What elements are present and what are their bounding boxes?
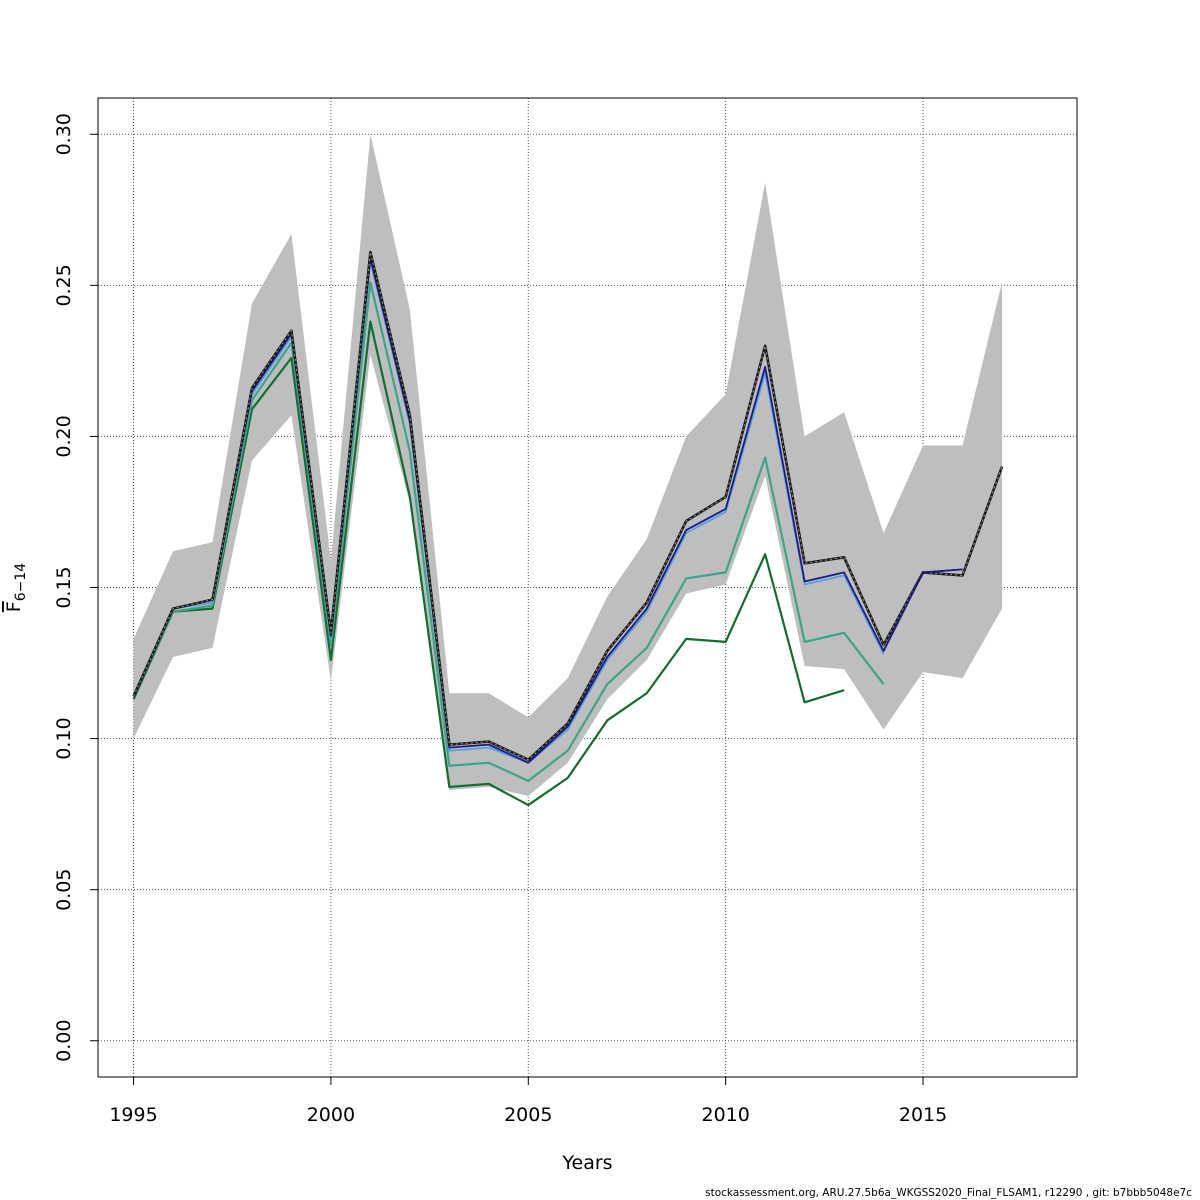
- y-tick-label: 0.20: [53, 415, 75, 457]
- y-tick-label: 0.30: [53, 113, 75, 155]
- series-line-3: [132, 281, 885, 782]
- y-tick-label: 0.25: [53, 264, 75, 306]
- y-axis-title-main: F: [3, 601, 25, 612]
- x-tick-label: 2015: [899, 1104, 947, 1126]
- series-line-1: [132, 257, 963, 764]
- footer-credit: stockassessment.org, ARU.27.5b6a_WKGSS20…: [705, 1187, 1192, 1199]
- y-tick-label: 0.15: [53, 566, 75, 608]
- series-lines: [132, 250, 1004, 807]
- x-tick-label: 2010: [701, 1104, 749, 1126]
- confidence-band-area: [133, 134, 1002, 796]
- x-axis-title: Years: [561, 1152, 612, 1174]
- y-axis-title-sub: 6−14: [13, 563, 29, 602]
- series-line-1-tail: [882, 568, 963, 652]
- x-tick-label: 1995: [109, 1104, 157, 1126]
- y-tick-label: 0.05: [53, 869, 75, 911]
- y-axis: 0.00 0.05 0.10 0.15 0.20 0.25 0.30: [53, 113, 99, 1062]
- x-tick-label: 2000: [307, 1104, 355, 1126]
- confidence-band: [133, 134, 1002, 796]
- x-tick-label: 2005: [504, 1104, 552, 1126]
- y-tick-label: 0.00: [53, 1020, 75, 1062]
- y-tick-label: 0.10: [53, 717, 75, 759]
- x-axis: 1995 2000 2005 2010 2015: [109, 1076, 947, 1126]
- series-line-4: [132, 320, 845, 807]
- y-axis-title: F6−14: [3, 563, 29, 612]
- series-line-2: [132, 260, 885, 764]
- series-line-main-dashes: [133, 251, 1003, 761]
